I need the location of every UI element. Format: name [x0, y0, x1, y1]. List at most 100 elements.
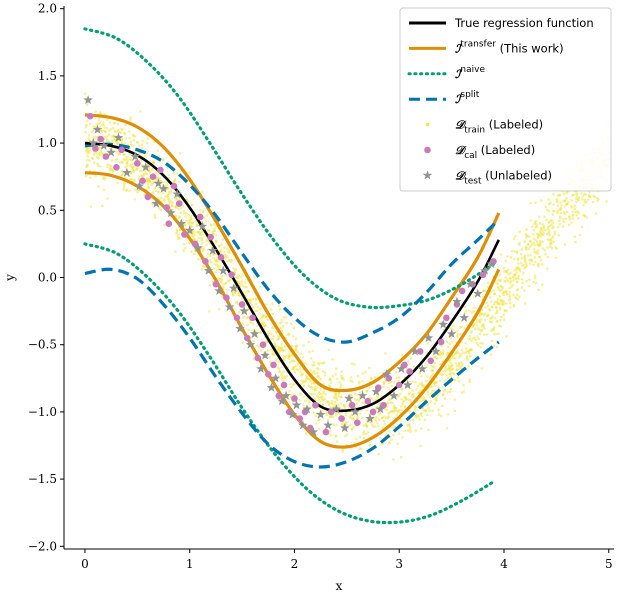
train-point — [480, 328, 484, 332]
cal-point — [92, 145, 99, 152]
train-point — [445, 340, 449, 344]
train-point — [287, 357, 291, 361]
train-point — [241, 273, 244, 276]
train-point — [317, 398, 320, 402]
train-point — [179, 151, 182, 155]
train-point — [362, 436, 366, 440]
train-point — [534, 226, 538, 229]
train-point — [468, 309, 471, 313]
train-point — [434, 384, 437, 387]
train-point — [510, 285, 513, 289]
train-point — [320, 409, 324, 413]
train-point — [163, 223, 166, 227]
train-point — [513, 257, 516, 261]
train-point — [128, 164, 132, 168]
train-point — [152, 140, 156, 144]
train-point — [364, 422, 368, 426]
train-point — [200, 268, 204, 271]
train-point — [311, 349, 315, 353]
train-point — [208, 283, 212, 287]
train-point — [559, 201, 562, 204]
train-point — [504, 302, 508, 305]
train-point — [543, 215, 546, 218]
train-point — [561, 225, 565, 228]
train-point — [197, 258, 200, 261]
train-point — [337, 394, 340, 398]
train-point — [499, 253, 503, 256]
train-point — [277, 336, 281, 339]
train-point — [358, 390, 362, 394]
cal-point — [175, 200, 183, 207]
train-point — [350, 362, 354, 366]
train-point — [565, 202, 568, 206]
train-point — [586, 198, 590, 201]
train-point — [482, 325, 486, 329]
train-point — [212, 223, 216, 226]
train-point — [302, 404, 306, 408]
train-point — [439, 363, 442, 366]
train-point — [349, 376, 353, 379]
train-point — [464, 309, 468, 313]
train-point — [129, 172, 132, 175]
train-point — [358, 412, 362, 416]
cal-scatter-layer — [86, 112, 497, 436]
train-point — [236, 276, 240, 280]
train-point — [319, 377, 323, 381]
train-point — [205, 239, 209, 242]
train-point — [333, 400, 337, 404]
train-point — [215, 259, 218, 263]
train-point — [516, 262, 520, 265]
train-point — [426, 342, 430, 345]
train-point — [237, 274, 241, 277]
train-point — [334, 367, 338, 371]
train-point — [469, 337, 472, 341]
train-point — [552, 192, 555, 196]
train-point — [315, 422, 318, 426]
train-point — [86, 119, 89, 122]
train-point — [548, 233, 551, 237]
train-point — [85, 149, 88, 152]
train-point — [518, 230, 521, 234]
train-point — [311, 371, 315, 374]
train-point — [313, 388, 317, 391]
train-point — [340, 395, 343, 399]
train-point — [271, 302, 274, 306]
train-point — [162, 180, 166, 183]
train-point — [496, 298, 500, 301]
train-point — [378, 401, 382, 405]
train-point — [243, 285, 247, 289]
train-point — [321, 403, 324, 407]
train-point — [533, 247, 536, 251]
train-point — [310, 382, 314, 385]
train-point — [271, 338, 275, 341]
train-point — [466, 358, 470, 362]
train-point — [133, 198, 136, 201]
train-point — [479, 341, 482, 345]
train-point — [478, 332, 482, 336]
train-point — [441, 393, 445, 396]
train-point — [418, 371, 422, 375]
train-point — [533, 260, 537, 264]
train-point — [458, 333, 462, 336]
train-point — [182, 249, 185, 252]
train-point — [246, 324, 249, 327]
train-point — [217, 244, 221, 248]
test-point — [172, 189, 182, 199]
train-point — [165, 183, 169, 186]
train-point — [408, 423, 411, 427]
test-point — [203, 265, 214, 275]
train-point — [492, 344, 496, 347]
train-point — [558, 222, 562, 226]
train-point — [213, 229, 217, 233]
train-point — [200, 236, 204, 239]
train-point — [405, 424, 409, 427]
train-point — [85, 147, 88, 151]
train-point — [399, 392, 402, 396]
train-point — [348, 423, 352, 427]
train-point — [214, 263, 217, 266]
train-point — [450, 340, 454, 344]
cal-point — [380, 401, 387, 409]
train-point — [502, 266, 506, 270]
legend-handle-test — [422, 170, 433, 180]
train-point — [506, 278, 509, 281]
